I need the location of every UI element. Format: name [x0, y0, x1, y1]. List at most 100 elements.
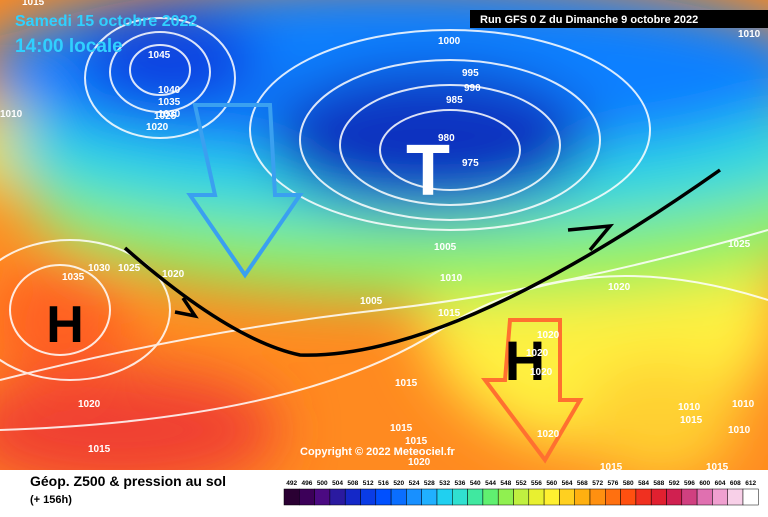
legend-label: 556: [531, 480, 542, 487]
legend-swatch: [620, 488, 637, 506]
legend-swatch: [344, 488, 361, 506]
legend-label: 552: [516, 480, 527, 487]
run-box: [470, 10, 768, 28]
isobar-label: 1010: [728, 425, 751, 436]
legend-label: 500: [317, 480, 328, 487]
legend-swatch: [605, 488, 621, 506]
legend-label: 508: [347, 480, 358, 487]
legend-swatch: [375, 488, 392, 506]
isobar-label: 1025: [154, 111, 177, 122]
isobar-label: 1020: [162, 269, 185, 280]
isobar-label: 1010: [440, 273, 463, 284]
isobar-label: 1010: [732, 399, 755, 410]
isobar-label: 1045: [148, 50, 171, 61]
isobar-label: 1025: [118, 263, 141, 274]
legend-label: 568: [577, 480, 588, 487]
isobar-label: 1015: [390, 423, 413, 434]
pressure-center: H: [505, 329, 545, 392]
legend-label: 520: [393, 480, 404, 487]
pressure-center: H: [46, 296, 84, 354]
legend-swatch: [436, 488, 453, 506]
legend-label: 584: [638, 480, 649, 487]
legend-swatch: [513, 488, 530, 506]
isobar-label: 1010: [678, 402, 701, 413]
legend-swatch: [299, 488, 315, 506]
legend-swatch: [574, 488, 591, 506]
run-label: Run GFS 0 Z du Dimanche 9 octobre 2022: [480, 14, 698, 26]
legend-label: 592: [669, 480, 680, 487]
legend-swatch: [482, 488, 499, 506]
legend-swatch: [681, 488, 698, 506]
isobar-label: 1020: [537, 330, 560, 341]
legend-swatch: [712, 488, 728, 506]
isobar-label: 990: [464, 83, 481, 94]
legend-label: 496: [302, 480, 313, 487]
isobar-label: 1015: [395, 378, 418, 389]
isobar-label: 975: [462, 158, 479, 169]
legend-label: 604: [715, 480, 726, 487]
legend-swatch: [696, 488, 713, 506]
legend-swatch: [452, 488, 468, 506]
isobar-label: 1020: [530, 367, 553, 378]
isobar-label: 985: [446, 95, 463, 106]
legend-label: 544: [485, 480, 496, 487]
isobar-label: 1015: [600, 462, 623, 473]
legend-label: 492: [286, 480, 297, 487]
legend-label: 540: [470, 480, 481, 487]
isobar-label: 1040: [158, 85, 181, 96]
isobar-label: 1015: [680, 415, 703, 426]
isobar-label: 1010: [738, 29, 761, 40]
isobar-label: 1015: [438, 308, 461, 319]
isobar-label: 1020: [526, 348, 549, 359]
legend-swatch: [650, 488, 667, 506]
isobar-label: 1015: [88, 444, 111, 455]
footer-lead: (+ 156h): [30, 494, 72, 506]
isobar-label: 1020: [537, 429, 560, 440]
legend-label: 524: [409, 480, 420, 487]
legend-swatch: [528, 488, 545, 506]
legend-swatch: [314, 488, 331, 506]
isobar-label: 1035: [158, 97, 181, 108]
date: Samedi 15 octobre 2022: [15, 13, 197, 30]
isobar-label: 1000: [438, 36, 461, 47]
isobar-label: 1030: [158, 109, 181, 120]
isobar-label: 1020: [146, 122, 169, 133]
legend-label: 532: [439, 480, 450, 487]
legend-swatch: [406, 488, 422, 506]
legend-label: 504: [332, 480, 343, 487]
legend-swatch: [635, 488, 652, 506]
isobar-label: 1025: [728, 239, 751, 250]
isobar-label: 995: [462, 68, 479, 79]
legend-label: 512: [363, 480, 374, 487]
legend-swatch: [360, 488, 377, 506]
legend-label: 572: [592, 480, 603, 487]
legend-label: 536: [455, 480, 466, 487]
isobar-label: 1020: [78, 399, 101, 410]
isobar-label: 1010: [0, 109, 23, 120]
legend-swatch: [742, 488, 759, 506]
legend-swatch: [497, 488, 514, 506]
legend-swatch: [467, 488, 484, 506]
legend-swatch: [421, 488, 438, 506]
footer-title: Géop. Z500 & pression au sol: [30, 473, 226, 489]
legend-label: 576: [608, 480, 619, 487]
isobar-label: 1030: [88, 263, 111, 274]
legend-label: 600: [699, 480, 710, 487]
legend-label: 548: [500, 480, 511, 487]
isobar-label: 1020: [608, 282, 631, 293]
legend-label: 560: [546, 480, 557, 487]
legend-swatch: [589, 488, 606, 506]
legend-swatch: [329, 488, 346, 506]
legend-label: 596: [684, 480, 695, 487]
legend-swatch: [390, 488, 407, 506]
copyright: Copyright © 2022 Meteociel.fr: [300, 446, 456, 458]
pressure-center: T: [406, 131, 450, 211]
legend-swatch: [543, 488, 560, 506]
isobar-label: 1035: [62, 272, 85, 283]
isobar-label: 1005: [360, 296, 383, 307]
legend-label: 588: [653, 480, 664, 487]
legend-label: 612: [745, 480, 756, 487]
isobar-label: 1015: [405, 436, 428, 447]
isobar-label: 980: [438, 133, 455, 144]
